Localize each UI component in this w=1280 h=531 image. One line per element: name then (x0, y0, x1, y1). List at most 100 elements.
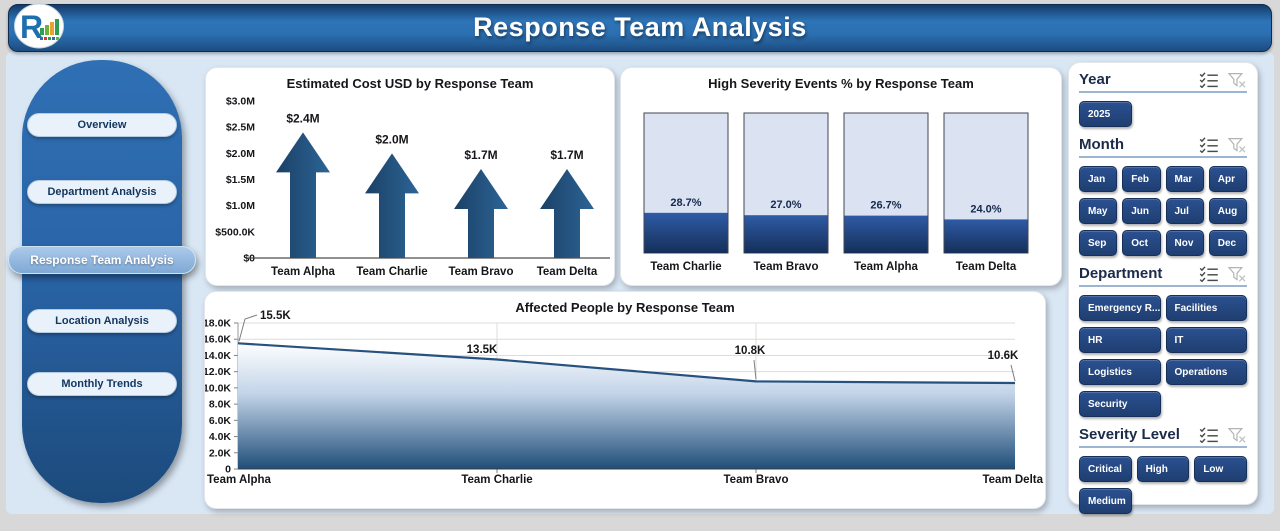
header-bar: Response Team Analysis (8, 4, 1272, 52)
cost-chart-panel: Estimated Cost USD by Response Team $0 $5… (205, 67, 615, 286)
filter-title-year: Year (1079, 71, 1111, 88)
filter-button-critical[interactable]: Critical (1079, 456, 1132, 482)
clear-filter-icon[interactable] (1227, 137, 1247, 153)
filter-section-severity-level: Severity Level Critical High Low Medium (1079, 426, 1247, 514)
y-tick-label: 18.0K (205, 318, 231, 330)
sidebar-item-response-team-analysis[interactable]: Response Team Analysis (8, 246, 196, 274)
value-label: $2.0M (375, 132, 408, 146)
filter-button-may[interactable]: May (1079, 198, 1118, 224)
filter-section-department: Department Emergency R... Facilities HR IT Lo… (1079, 265, 1247, 417)
clear-filter-icon[interactable] (1227, 72, 1247, 88)
x-category-label: Team Alpha (207, 474, 272, 486)
value-label: $2.4M (286, 111, 319, 125)
filter-button-low[interactable]: Low (1194, 456, 1247, 482)
filter-button-medium[interactable]: Medium (1079, 488, 1132, 514)
y-tick-label: 6.0K (209, 415, 232, 427)
page-title: Response Team Analysis (473, 12, 807, 42)
filter-button-operations[interactable]: Operations (1165, 359, 1247, 385)
x-category-label: Team Bravo (449, 266, 514, 278)
filter-header-icons (1199, 71, 1247, 88)
filter-header-icons (1199, 136, 1247, 153)
value-label: $1.7M (464, 148, 497, 162)
area-line (237, 342, 1016, 385)
gauge-bar-fill (644, 212, 728, 253)
arrow-bar (454, 169, 508, 258)
filter-button-high[interactable]: High (1136, 456, 1190, 482)
y-tick-label: $2.0M (226, 148, 255, 160)
x-category-label: Team Delta (982, 474, 1043, 486)
y-tick-label: 4.0K (209, 431, 232, 443)
filter-button-it[interactable]: IT (1165, 327, 1247, 353)
filter-section-month: Month Jan Feb Mar Apr May Jun Jul Aug Sep Oct Nov De… (1079, 136, 1247, 256)
multiselect-icon[interactable] (1199, 71, 1219, 88)
sidebar-item-monthly-trends[interactable]: Monthly Trends (27, 372, 177, 396)
x-category-label: Team Charlie (461, 474, 532, 486)
arrow-bar (540, 169, 594, 258)
y-tick-label: $1.0M (226, 200, 255, 212)
annotation-label: 10.8K (735, 345, 766, 357)
filter-button-jul[interactable]: Jul (1165, 198, 1204, 224)
y-tick-label: 16.0K (205, 334, 231, 346)
filter-button-mar[interactable]: Mar (1165, 166, 1204, 192)
cost-arrow-chart: $0$500.0K$1.0M$1.5M$2.0M$2.5M$3.0M$2.4MT… (215, 96, 610, 278)
x-category-label: Team Alpha (271, 266, 336, 278)
arrow-bar (276, 132, 330, 258)
logo-letter: R (20, 9, 43, 45)
sidebar-item-overview[interactable]: Overview (27, 113, 177, 137)
annotation-label: 10.6K (988, 350, 1019, 362)
clear-filter-icon[interactable] (1227, 427, 1247, 443)
x-category-label: Team Delta (956, 261, 1017, 273)
annotation-leader (753, 359, 757, 380)
filter-header-icons (1199, 426, 1247, 443)
y-tick-label: $1.5M (226, 174, 255, 186)
filter-button-feb[interactable]: Feb (1122, 166, 1161, 192)
annotation-label: 13.5K (467, 344, 498, 356)
y-tick-label: $500.0K (215, 226, 255, 238)
filter-button-nov[interactable]: Nov (1165, 230, 1204, 256)
y-tick-label: 2.0K (209, 447, 232, 459)
x-category-label: Team Alpha (854, 261, 919, 273)
people-area-chart: 0 2.0K 4.0K 6.0K 8.0K 10.0K 12.0K 14.0K 16.0K 18.… (205, 310, 1044, 486)
severity-chart-panel: High Severity Events % by Response Team … (620, 67, 1062, 286)
filter-button-facilities[interactable]: Facilities (1165, 295, 1247, 321)
gauge-bar-fill (944, 219, 1028, 253)
filter-button-grid: Emergency R... Facilities HR IT Logistics Ope… (1079, 295, 1247, 417)
sidebar-item-location-analysis[interactable]: Location Analysis (27, 309, 177, 333)
filter-button-oct[interactable]: Oct (1122, 230, 1161, 256)
arrow-bar (365, 153, 419, 258)
filter-title-month: Month (1079, 136, 1124, 153)
filter-button-aug[interactable]: Aug (1208, 198, 1247, 224)
filter-button-apr[interactable]: Apr (1208, 166, 1247, 192)
filter-panel: Year 2025 Month Jan Feb Mar Apr May Jun Jul Aug Sep… (1068, 62, 1258, 514)
x-category-label: Team Charlie (650, 261, 721, 273)
filter-button-jun[interactable]: Jun (1122, 198, 1161, 224)
filter-button-logistics[interactable]: Logistics (1079, 359, 1161, 385)
filter-sections: Year 2025 Month Jan Feb Mar Apr May Jun Jul Aug Sep… (1079, 71, 1247, 514)
filter-button-emergency-r[interactable]: Emergency R... (1079, 295, 1161, 321)
severity-chart-title: High Severity Events % by Response Team (708, 76, 974, 91)
filter-button-2025[interactable]: 2025 (1079, 101, 1132, 127)
y-tick-label: 12.0K (205, 366, 231, 378)
multiselect-icon[interactable] (1199, 265, 1219, 282)
value-label: 27.0% (770, 199, 801, 211)
filter-button-sep[interactable]: Sep (1079, 230, 1118, 256)
filter-button-security[interactable]: Security (1079, 391, 1161, 417)
y-tick-label: 10.0K (205, 382, 231, 394)
y-tick-label: 8.0K (209, 399, 232, 411)
x-category-label: Team Bravo (754, 261, 819, 273)
area-fill (238, 343, 1015, 469)
gauge-bar-fill (744, 215, 828, 253)
gauge-bar-fill (844, 215, 928, 253)
filter-button-dec[interactable]: Dec (1208, 230, 1247, 256)
people-chart-panel: Affected People by Response Team 0 2.0K 4.… (204, 291, 1046, 509)
multiselect-icon[interactable] (1199, 136, 1219, 153)
cost-chart-title: Estimated Cost USD by Response Team (286, 76, 534, 91)
clear-filter-icon[interactable] (1227, 266, 1247, 282)
sidebar-nav: Overview Department Analysis Response Team… (8, 60, 196, 503)
filter-button-jan[interactable]: Jan (1079, 166, 1118, 192)
sidebar-item-department-analysis[interactable]: Department Analysis (27, 180, 177, 204)
multiselect-icon[interactable] (1199, 426, 1219, 443)
people-chart-title: Affected People by Response Team (515, 300, 735, 315)
filter-button-hr[interactable]: HR (1079, 327, 1161, 353)
annotation-leader (238, 314, 258, 342)
